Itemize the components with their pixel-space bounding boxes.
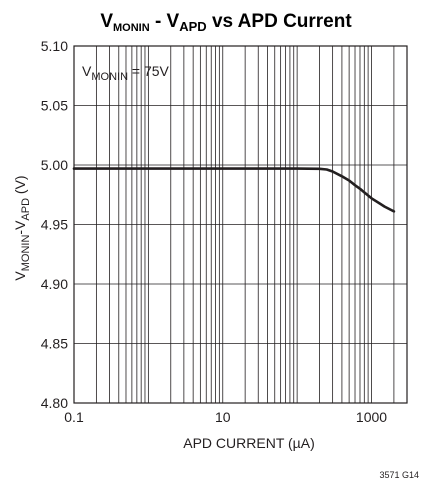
- y-tick-label: 4.90: [41, 276, 68, 292]
- tick-labels: 5.10 5.05 5.00 4.95 4.90 4.85 4.800.1 10 1000: [41, 38, 388, 425]
- condition-annotation: VMONIN = 75V: [82, 63, 170, 83]
- x-tick-label: 10: [215, 409, 231, 425]
- y-tick-label: 5.10: [41, 38, 68, 54]
- x-axis-label: APD CURRENT (µA): [183, 435, 314, 451]
- y-tick-label: 4.85: [41, 336, 68, 352]
- grid: [74, 46, 407, 403]
- x-tick-label: 0.1: [64, 409, 84, 425]
- y-tick-label: 4.80: [41, 395, 68, 411]
- y-axis-label: VMONIN-VAPD (V): [12, 175, 32, 280]
- y-tick-label: 4.95: [41, 217, 68, 233]
- y-tick-label: 5.05: [41, 98, 68, 114]
- plot-frame: [73, 45, 408, 404]
- series-layer: [72, 167, 396, 213]
- series-line: [72, 167, 396, 213]
- chart-title: VMONIN - VAPD vs APD Current: [100, 11, 352, 34]
- y-tick-label: 5.00: [41, 157, 68, 173]
- x-tick-label: 1000: [356, 409, 387, 425]
- figure-id: 3571 G14: [379, 470, 419, 480]
